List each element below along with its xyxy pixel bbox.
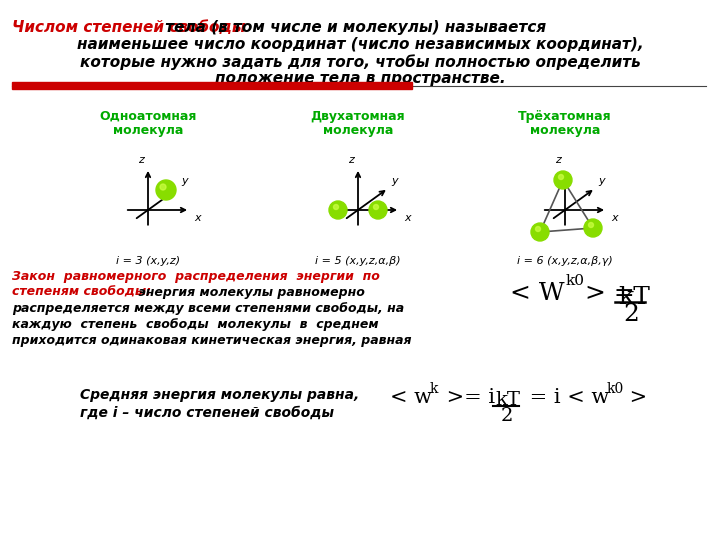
Circle shape <box>156 180 176 200</box>
Text: молекула: молекула <box>113 124 183 137</box>
Text: >: > <box>623 388 647 407</box>
Text: тела (в том числе и молекулы) называется: тела (в том числе и молекулы) называется <box>160 20 546 35</box>
Text: z: z <box>138 155 144 165</box>
Text: 2: 2 <box>623 303 639 326</box>
Text: положение тела в пространстве.: положение тела в пространстве. <box>215 71 505 86</box>
Text: наименьшее число координат (число независимых координат),: наименьшее число координат (число незави… <box>77 37 643 52</box>
Circle shape <box>160 184 166 190</box>
Text: i = 3 (x,y,z): i = 3 (x,y,z) <box>116 256 180 266</box>
Text: z: z <box>555 155 561 165</box>
Text: k0: k0 <box>607 382 624 396</box>
Text: x: x <box>194 213 201 223</box>
Text: Числом степеней свободы: Числом степеней свободы <box>12 20 246 35</box>
Text: i = 5 (x,y,z,α,β): i = 5 (x,y,z,α,β) <box>315 256 401 266</box>
Circle shape <box>374 205 379 210</box>
Text: приходится одинаковая кинетическая энергия, равная: приходится одинаковая кинетическая энерг… <box>12 334 412 347</box>
Text: Закон  равномерного  распределения  энергии  по: Закон равномерного распределения энергии… <box>12 270 380 283</box>
Text: = i < w: = i < w <box>523 388 609 407</box>
Text: 2: 2 <box>501 407 513 425</box>
Text: молекула: молекула <box>323 124 393 137</box>
Text: y: y <box>391 176 398 186</box>
Text: < W: < W <box>510 282 564 305</box>
Text: i = 6 (x,y,z,α,β,γ): i = 6 (x,y,z,α,β,γ) <box>517 256 613 266</box>
Circle shape <box>559 174 564 179</box>
Circle shape <box>329 201 347 219</box>
Bar <box>12 82 412 89</box>
Text: < w: < w <box>390 388 432 407</box>
Circle shape <box>584 219 602 237</box>
Text: которые нужно задать для того, чтобы полностью определить: которые нужно задать для того, чтобы пол… <box>80 54 640 70</box>
Circle shape <box>333 205 338 210</box>
Text: Средняя энергия молекулы равна,: Средняя энергия молекулы равна, <box>80 388 359 402</box>
Text: x: x <box>404 213 410 223</box>
Text: Двухатомная: Двухатомная <box>311 110 405 123</box>
Text: z: z <box>348 155 354 165</box>
Circle shape <box>554 171 572 189</box>
Text: > =: > = <box>585 282 635 305</box>
Text: kT: kT <box>495 391 520 409</box>
Circle shape <box>531 223 549 241</box>
Text: степеням свободы:: степеням свободы: <box>12 286 151 299</box>
Text: Одноатомная: Одноатомная <box>99 110 197 123</box>
Circle shape <box>536 226 541 232</box>
Circle shape <box>588 222 593 227</box>
Text: энергия молекулы равномерно: энергия молекулы равномерно <box>134 286 365 299</box>
Text: y: y <box>181 176 188 186</box>
Text: Трёхатомная: Трёхатомная <box>518 110 612 123</box>
Text: >= i: >= i <box>440 388 495 407</box>
Text: где i – число степеней свободы: где i – число степеней свободы <box>80 406 334 420</box>
Text: x: x <box>611 213 618 223</box>
Text: k0: k0 <box>566 274 585 288</box>
Text: y: y <box>598 176 605 186</box>
Text: k: k <box>430 382 438 396</box>
Text: каждую  степень  свободы  молекулы  в  среднем: каждую степень свободы молекулы в средне… <box>12 318 379 331</box>
Circle shape <box>369 201 387 219</box>
Text: распределяется между всеми степенями свободы, на: распределяется между всеми степенями сво… <box>12 302 404 315</box>
Text: молекула: молекула <box>530 124 600 137</box>
Text: kT: kT <box>618 286 650 309</box>
